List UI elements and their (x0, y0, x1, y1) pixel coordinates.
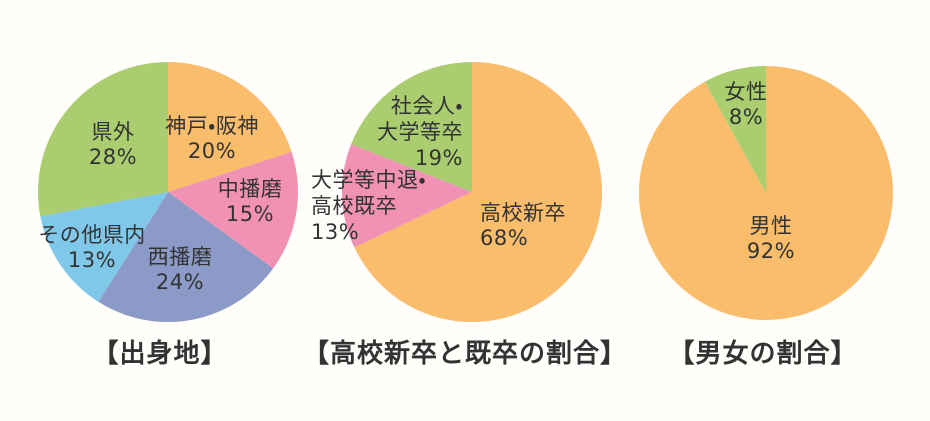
pie-1-slice-3 (98, 192, 274, 322)
chart-title-gender-ratio: 【男女の割合】 (668, 339, 858, 369)
pie-2-slice-1 (354, 62, 602, 322)
pie-1-slice-1 (168, 61, 292, 192)
pie-3-slice-1 (639, 66, 894, 320)
pie-1-slice-4 (40, 192, 168, 302)
pie-2-slice-3 (351, 62, 472, 192)
pie-1-slice-5 (37, 61, 169, 217)
pie-2-slice-2 (341, 144, 472, 248)
chart-title-birthplace: 【出身地】 (92, 339, 228, 369)
chart-title-grad-ratio: 【高校新卒と既卒の割合】 (302, 339, 628, 369)
pie-1-slice-2 (168, 151, 299, 269)
pie-3-slice-2 (704, 66, 766, 193)
